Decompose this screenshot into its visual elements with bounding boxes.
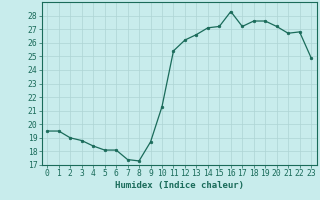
X-axis label: Humidex (Indice chaleur): Humidex (Indice chaleur) bbox=[115, 181, 244, 190]
